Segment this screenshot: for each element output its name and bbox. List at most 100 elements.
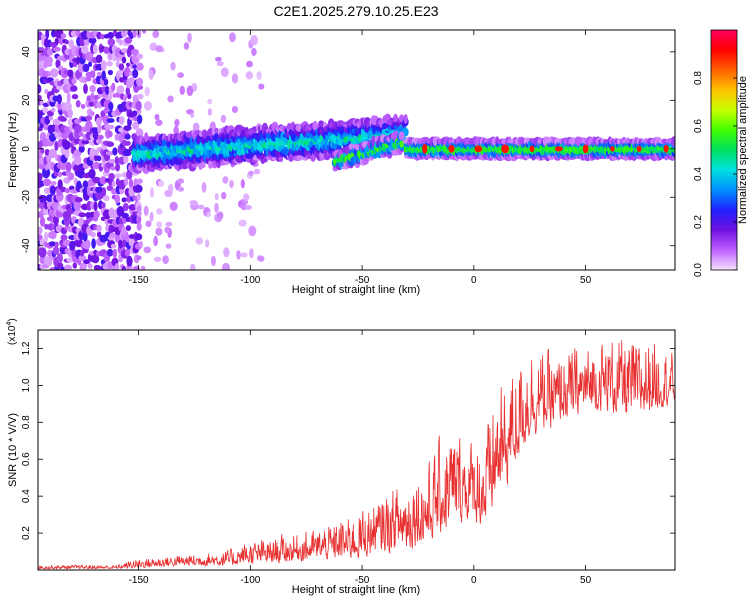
heatmap-cell	[248, 225, 257, 237]
heatmap-cell	[167, 95, 174, 103]
heatmap-cell	[88, 101, 95, 107]
heatmap-cell	[42, 178, 52, 187]
heatmap-cell	[448, 144, 455, 153]
heatmap-cell	[43, 156, 48, 166]
x-tick-label: 50	[580, 575, 592, 586]
heatmap-cell	[38, 226, 43, 235]
heatmap-cell	[95, 138, 103, 144]
heatmap-cell	[82, 180, 89, 189]
heatmap-cell	[52, 118, 61, 126]
heatmap-cell	[220, 114, 227, 123]
heatmap-cell	[86, 31, 91, 39]
heatmap-cell	[118, 116, 125, 125]
heatmap-cell	[62, 239, 72, 247]
heatmap-cell	[103, 79, 109, 86]
x-tick-label: -100	[240, 275, 260, 286]
heatmap-cell	[165, 243, 172, 249]
heatmap-cell	[70, 85, 78, 92]
heatmap-cell	[101, 187, 107, 197]
heatmap-cell	[56, 252, 63, 264]
heatmap-cell	[153, 235, 159, 247]
colorbar-tick-label: 0.2	[693, 215, 704, 229]
heatmap-cell	[243, 193, 250, 202]
heatmap-cell	[123, 177, 129, 186]
y-tick-label: 20	[21, 94, 32, 106]
heatmap-cell	[156, 208, 163, 215]
heatmap-cell	[154, 113, 160, 121]
heatmap-cell	[99, 176, 107, 185]
heatmap-cell	[260, 153, 265, 159]
heatmap-cell	[143, 246, 152, 254]
heatmap-cell	[54, 241, 59, 248]
heatmap-cell	[53, 46, 61, 52]
heatmap-cell	[74, 155, 82, 166]
heatmap-cell	[42, 167, 51, 179]
heatmap-x-axis: -150 -100 -50 0 50	[129, 30, 592, 286]
heatmap-y-label: Frequency (Hz)	[7, 112, 19, 188]
heatmap-cell	[132, 64, 138, 69]
heatmap-cell	[257, 255, 265, 262]
heatmap-cell	[57, 94, 62, 105]
colorbar-tick-label: 0.0	[693, 263, 704, 277]
heatmap-cell	[142, 30, 147, 34]
snr-series-line	[38, 340, 675, 570]
heatmap-cell	[164, 226, 170, 234]
heatmap-cell	[48, 115, 54, 121]
heatmap-cell	[39, 216, 46, 227]
heatmap-cell	[240, 204, 248, 211]
heatmap-cell	[43, 231, 49, 242]
heatmap-cell	[95, 186, 104, 193]
heatmap-cell	[93, 210, 100, 219]
heatmap-cell	[250, 35, 258, 46]
heatmap-cell	[100, 34, 106, 40]
heatmap-cell	[221, 191, 227, 200]
heatmap-cell	[75, 100, 81, 108]
heatmap-cell	[95, 192, 104, 200]
heatmap-cell	[610, 146, 615, 152]
heatmap-cell	[93, 265, 102, 270]
heatmap-cells	[38, 30, 675, 270]
heatmap-cell	[183, 42, 190, 50]
heatmap-cell	[207, 98, 213, 105]
heatmap-cell	[78, 145, 85, 153]
heatmap-cell	[67, 172, 75, 181]
colorbar-tick-label: 0.4	[693, 167, 704, 181]
heatmap-cell	[71, 78, 77, 85]
heatmap-cell	[54, 37, 60, 45]
heatmap-cell	[229, 179, 234, 189]
heatmap-cell	[399, 140, 404, 148]
heatmap-cell	[107, 69, 113, 76]
heatmap-cell	[74, 197, 83, 203]
heatmap-cell	[238, 219, 247, 227]
x-tick-label: -100	[240, 575, 260, 586]
heatmap-cell	[136, 205, 142, 213]
heatmap-cell	[90, 70, 96, 79]
heatmap-cell	[49, 230, 57, 240]
heatmap-cell	[174, 118, 180, 127]
heatmap-cell	[215, 56, 222, 62]
heatmap-cell	[114, 133, 120, 141]
heatmap-cell	[62, 140, 71, 150]
heatmap-cell	[251, 47, 257, 56]
heatmap-cell	[38, 94, 42, 101]
heatmap-cell	[108, 101, 114, 111]
heatmap-cell	[136, 62, 144, 71]
heatmap-cell	[81, 139, 90, 145]
heatmap-cell	[158, 180, 164, 187]
heatmap-cell	[124, 248, 131, 257]
heatmap-cell	[103, 107, 110, 114]
heatmap-cell	[106, 118, 115, 123]
heatmap-cell	[46, 48, 54, 56]
heatmap-cell	[57, 138, 64, 148]
heatmap-cell	[51, 124, 56, 133]
colorbar-label: Normalized spectral amplitude	[737, 76, 749, 224]
heatmap-cell	[105, 151, 114, 156]
heatmap-cell	[177, 178, 185, 184]
heatmap-cell	[207, 108, 212, 116]
heatmap-cell	[195, 237, 203, 245]
heatmap-cell	[112, 248, 118, 259]
heatmap-cell	[101, 202, 106, 209]
heatmap-cell	[121, 30, 127, 38]
heatmap-cell	[47, 56, 53, 65]
